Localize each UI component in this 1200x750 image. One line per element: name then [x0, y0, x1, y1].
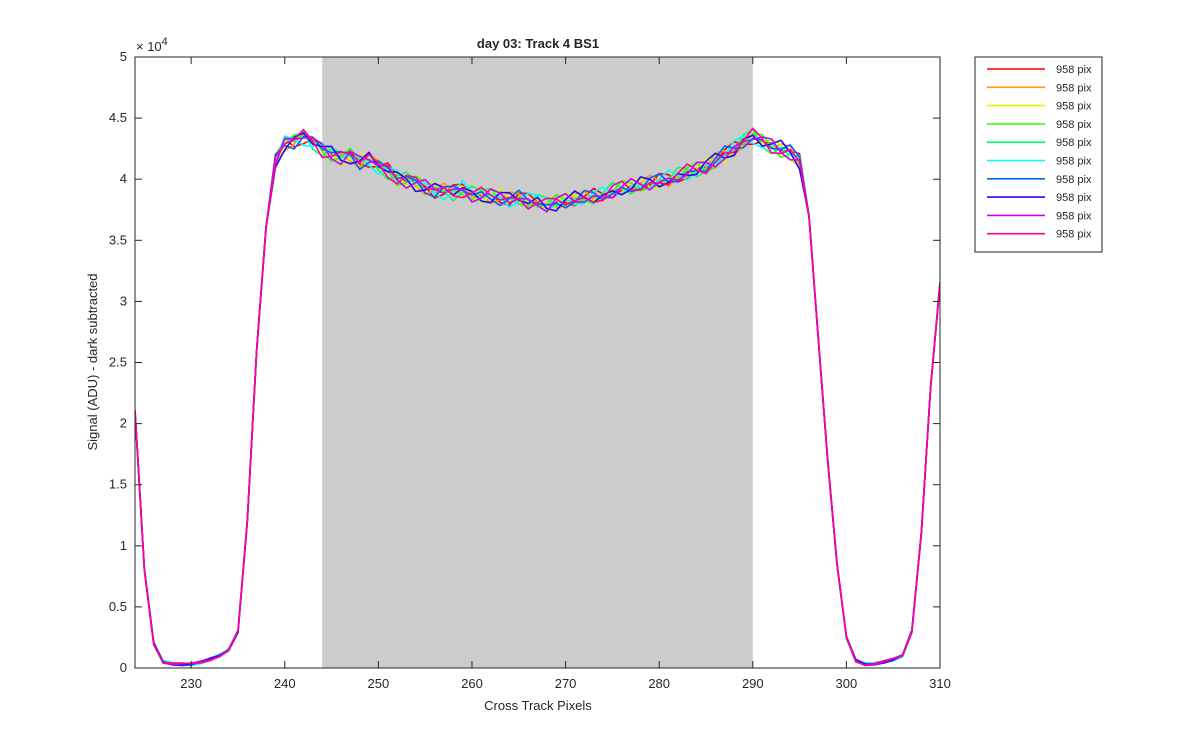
y-axis-exponent: × 104 [136, 36, 168, 54]
x-tick-label: 260 [461, 676, 483, 691]
series-line-10 [135, 127, 940, 667]
y-tick-label: 2.5 [109, 355, 127, 370]
y-tick-label: 0.5 [109, 599, 127, 614]
y-exponent-power: 4 [162, 36, 168, 48]
y-axis-label: Signal (ADU) - dark subtracted [85, 273, 100, 450]
x-axis-label: Cross Track Pixels [484, 698, 592, 713]
x-tick-label: 240 [274, 676, 296, 691]
y-tick-label: 1 [120, 538, 127, 553]
legend-label-9: 958 pix [1056, 210, 1092, 222]
legend-box [974, 56, 1103, 253]
x-tick-label: 300 [836, 676, 858, 691]
legend-label-6: 958 pix [1056, 156, 1092, 168]
x-tick-label: 310 [929, 676, 951, 691]
y-tick-label: 3 [120, 293, 127, 308]
series-group [135, 127, 940, 667]
legend-label-10: 958 pix [1056, 229, 1092, 241]
y-tick-label: 2 [120, 416, 127, 431]
shaded-region [322, 57, 753, 668]
y-tick-label: 5 [120, 49, 127, 64]
x-tick-label: 290 [742, 676, 764, 691]
chart-title: day 03: Track 4 BS1 [477, 36, 599, 51]
legend-label-1: 958 pix [1056, 64, 1092, 76]
legend-label-3: 958 pix [1056, 101, 1092, 113]
y-tick-label: 3.5 [109, 232, 127, 247]
y-tick-label: 1.5 [109, 477, 127, 492]
x-tick-label: 280 [648, 676, 670, 691]
y-tick-label: 4 [120, 171, 127, 186]
legend-label-8: 958 pix [1056, 192, 1092, 204]
legend: 958 pix 958 pix 958 pix 958 pix 958 pix 958 p… [974, 56, 1103, 253]
legend-label-5: 958 pix [1056, 137, 1092, 149]
x-tick-label: 230 [180, 676, 202, 691]
y-tick-label: 4.5 [109, 110, 127, 125]
legend-label-4: 958 pix [1056, 119, 1092, 131]
x-tick-label: 250 [368, 676, 390, 691]
y-exponent-base: × 10 [136, 39, 162, 54]
plot-area: 230 240 250 260 270 280 290 300 310 0 0.5 1 1.5 2 2.5 3… [109, 49, 951, 691]
x-tick-label: 270 [555, 676, 577, 691]
legend-label-7: 958 pix [1056, 174, 1092, 186]
y-tick-label: 0 [120, 660, 127, 675]
legend-label-2: 958 pix [1056, 82, 1092, 94]
